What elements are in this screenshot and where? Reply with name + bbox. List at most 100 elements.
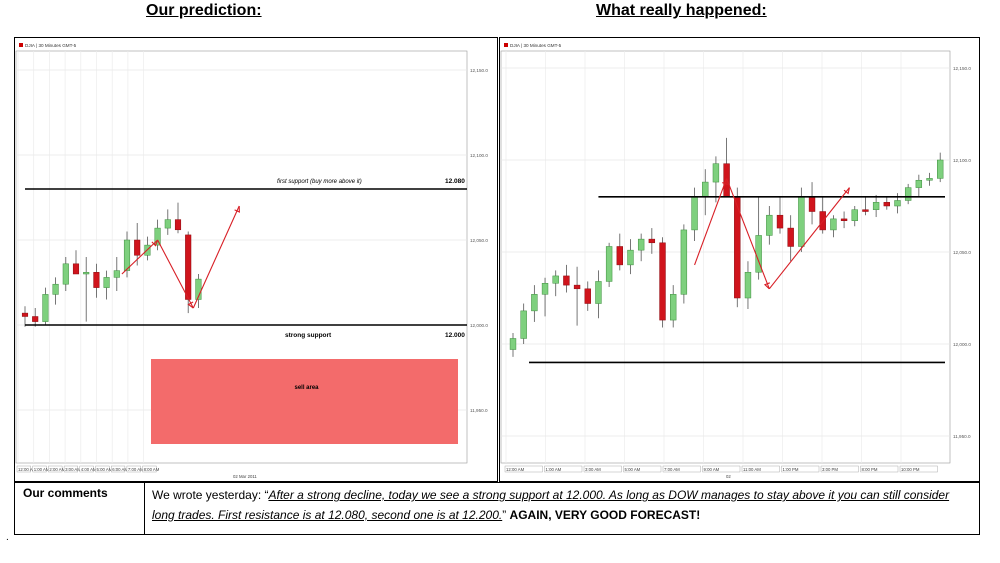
candle-body [123,239,131,271]
x-tick-label: 2:00 AM [49,467,65,472]
candle-body [894,200,901,207]
x-tick-label: 1:00 AM [34,467,50,472]
candle-body [113,270,120,278]
x-tick-box [583,465,622,473]
candle-body [776,214,784,229]
x-tick-label: 5:00 AM [625,467,641,472]
candle-body [509,338,517,350]
candle-body [563,275,570,286]
candle-body [520,310,527,339]
y-tick-label: 11,950.0 [953,434,971,439]
x-tick-box [860,465,899,473]
candle-body [862,209,869,212]
candle-body [93,272,100,288]
candle-body [83,272,90,275]
x-tick-box [741,465,780,473]
forecast-arrow-head [234,205,240,213]
x-tick-box [63,465,78,473]
comment-emphasis: AGAIN, VERY GOOD FORECAST! [509,508,701,522]
y-tick-label: 12,050.0 [470,238,488,243]
y-tick-label: 12,100.0 [470,153,488,158]
comment-close: ” [502,508,510,522]
forecast-arrow-head [843,187,850,195]
y-tick-label: 12,050.0 [953,250,971,255]
candle-body [830,218,837,231]
x-tick-label: 12:00 AM [18,467,37,472]
forecast-arrow-segment [192,205,240,309]
x-tick-box [126,465,141,473]
candle-body [670,294,677,321]
comments-table: Our comments We wrote yesterday: “After … [14,482,980,535]
sell-area-zone [151,359,458,444]
candle-body [32,316,39,322]
panel-label-icon [504,43,508,47]
candle-body [851,209,858,221]
x-tick-label: 1:00 AM [546,467,562,472]
forecast-arrow-head [187,301,194,309]
forecast-arrow-segment [121,239,158,275]
x-tick-box [95,465,110,473]
candle-body [605,246,613,282]
prediction-chart-panel: 12,150.0 12,100.0 12,050.0 12,000.0 11,950.0… [14,37,498,482]
x-tick-label: 9:00 AM [704,467,720,472]
candle-body [712,163,720,183]
candle-body [883,202,890,207]
x-tick-box [781,465,820,473]
candle-body [42,294,49,322]
plot-area [500,50,951,464]
candle-body [541,283,549,295]
comment-quote: After a strong decline, today we see a s… [152,488,950,522]
candle-body [637,238,645,251]
prediction-chart: 12,150.0 12,100.0 12,050.0 12,000.0 11,950.0… [15,43,488,479]
candle-body [872,202,880,210]
support-line-value: 12.080 [445,178,465,185]
candle-body [915,179,923,188]
candle-body [840,218,848,221]
candle-body [52,283,59,295]
candle-body [531,294,538,312]
x-tick-box [142,465,157,473]
y-tick-label: 12,000.0 [953,342,971,347]
comments-label: Our comments [15,483,145,534]
candle-body [62,263,69,285]
y-tick-label: 12,150.0 [953,66,971,71]
candle-body [680,229,688,295]
candle-body [904,187,912,201]
x-tick-box [899,465,938,473]
candle-body [552,275,559,284]
candle-body [595,281,602,304]
x-tick-label: 7:00 AM [128,467,144,472]
candle-body [787,227,794,247]
x-tick-label: 3:00 AM [585,467,601,472]
footer-dot: . [6,532,9,543]
x-tick-box [820,465,859,473]
y-tick-label: 12,000.0 [470,323,488,328]
panel-label-icon [19,43,23,47]
x-tick-label: 3:00 PM [822,467,838,472]
forecast-arrow-segment [157,239,194,309]
candle-body [154,227,161,246]
x-tick-label: 7:00 AM [664,467,680,472]
support-line-value: 12.000 [445,332,465,339]
candle-body [744,271,752,299]
x-tick-label: 8:00 AM [144,467,160,472]
x-tick-box [623,465,662,473]
support-line-label: strong support [285,332,332,339]
forecast-arrow-segment [694,178,728,266]
x-tick-label: 3:00 AM [65,467,81,472]
candle-body [926,178,933,181]
candle-body [134,239,141,256]
candle-body [573,284,581,290]
x-tick-label: 10:00 PM [901,467,920,472]
prediction-heading: Our prediction: [146,2,262,19]
forecast-arrow-segment [768,187,850,290]
candle-body [702,181,709,198]
x-tick-box [504,465,543,473]
x-tick-box [79,465,94,473]
candle-body [691,196,698,231]
date-label: 02 [726,474,731,479]
sell-area-label: sell area [295,385,320,391]
candle-body [584,288,591,304]
actual-heading: What really happened: [596,2,767,19]
x-tick-box [110,465,126,473]
